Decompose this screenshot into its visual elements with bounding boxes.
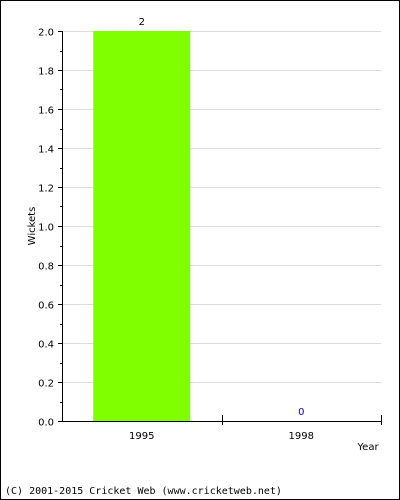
- y-tick-label: 0.0: [38, 418, 54, 429]
- data-label: 2: [139, 17, 145, 28]
- y-tick-label: 0.8: [38, 262, 54, 273]
- y-tick-label: 0.6: [38, 301, 54, 312]
- y-tick-label: 0.2: [38, 379, 54, 390]
- x-tick-label: 1995: [129, 431, 154, 442]
- y-tick-label: 1.4: [38, 145, 54, 156]
- x-tick-labels: 1995 1998: [129, 431, 314, 442]
- y-tick-labels: 0.0 0.2 0.4 0.6 0.8 1.0 1.2 1.4 1.6 1.8 2.0: [38, 28, 54, 429]
- y-tick-label: 1.0: [38, 223, 54, 234]
- axes: [58, 31, 382, 425]
- y-tick-label: 1.8: [38, 67, 54, 78]
- y-tick-label: 1.6: [38, 106, 54, 117]
- y-axis-label: Wickets: [27, 207, 38, 246]
- x-axis-label: Year: [356, 442, 379, 453]
- y-tick-label: 1.2: [38, 184, 54, 195]
- copyright-footer: (C) 2001-2015 Cricket Web (www.cricketwe…: [5, 486, 282, 497]
- bars: [93, 31, 191, 421]
- bar-1995: [93, 31, 191, 421]
- y-tick-label: 2.0: [38, 28, 54, 39]
- x-tick-label: 1998: [289, 431, 314, 442]
- data-labels: 20: [139, 17, 305, 418]
- data-label: 0: [298, 407, 304, 418]
- y-tick-label: 0.4: [38, 340, 54, 351]
